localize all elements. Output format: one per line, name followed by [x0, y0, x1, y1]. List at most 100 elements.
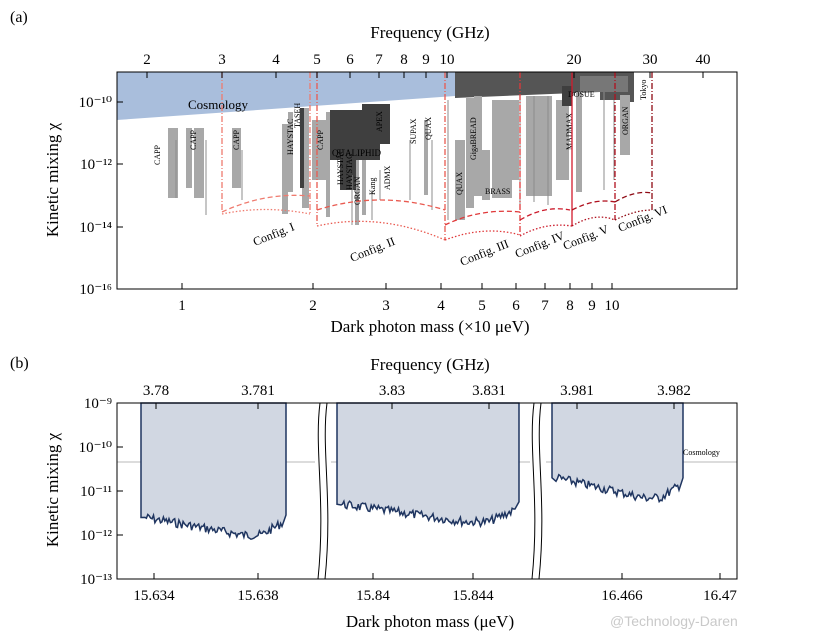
a-top-tick: 40 — [696, 52, 711, 68]
panel-b-label: (b) — [10, 355, 29, 372]
config-curves — [221, 72, 653, 241]
a-bottom-tick: 7 — [541, 298, 549, 314]
exclusion-segment-3 — [551, 402, 684, 504]
a-y-tick: 10⁻¹⁰ — [79, 95, 112, 111]
b-bottom-tick: 15.844 — [452, 588, 494, 604]
tokyo-region — [628, 72, 634, 102]
experiment-labels: CAPP CAPP CAPP TASEH HAYSTAC CAPP HAYSTA… — [153, 80, 648, 205]
b-top-tick: 3.781 — [241, 383, 275, 399]
b-y-tick: 10⁻⁹ — [84, 396, 112, 412]
panel-a-top-tick-labels: 2 3 4 5 6 7 8 9 10 20 30 40 — [143, 52, 710, 68]
panel-a-frame — [116, 71, 738, 290]
a-top-tick: 30 — [643, 52, 658, 68]
config-6-curve — [614, 72, 653, 221]
exp-label-apex: APEX — [375, 111, 384, 132]
a-y-tick: 10⁻¹⁶ — [79, 282, 112, 298]
exp-label-organ-1: ORGAN — [353, 176, 362, 205]
panel-a-bottom-tick-labels: 1 2 3 4 5 6 7 8 9 10 — [178, 298, 619, 314]
exp-label-capp-4: CAPP — [316, 129, 325, 150]
exp-label-capp-1: CAPP — [153, 144, 162, 165]
a-bottom-tick: 6 — [512, 298, 520, 314]
panel-a-label: (a) — [10, 9, 28, 26]
dosue-inner-region — [580, 76, 628, 92]
b-bottom-tick: 15.638 — [237, 588, 278, 604]
a-bottom-tick: 2 — [309, 298, 317, 314]
panel-b-top-axis-label: Frequency (GHz) — [370, 355, 489, 374]
exp-label-qualiphid: QUALIPHID — [332, 148, 381, 158]
config-1-label: Config. I — [251, 220, 296, 249]
panel-a-plot: CAPP CAPP CAPP TASEH HAYSTAC CAPP HAYSTA… — [117, 72, 669, 269]
b-bottom-tick: 15.84 — [356, 588, 390, 604]
b-top-tick: 3.982 — [657, 383, 691, 399]
panel-a-top-axis-label: Frequency (GHz) — [370, 23, 489, 42]
config-6-label: Config. VI — [616, 202, 669, 234]
a-top-tick: 7 — [375, 52, 383, 68]
exp-label-brass: BRASS — [485, 187, 510, 196]
a-bottom-tick: 8 — [566, 298, 574, 314]
a-top-tick: 10 — [440, 52, 455, 68]
a-bottom-tick: 4 — [437, 298, 445, 314]
exp-label-capp-2: CAPP — [189, 129, 198, 150]
a-y-tick: 10⁻¹² — [80, 157, 112, 173]
exp-label-dosue: DOSUE — [568, 90, 595, 99]
exp-label-madmax: MADMAX — [565, 112, 574, 150]
config-5-label: Config. V — [561, 222, 611, 253]
watermark: @Technology-Daren — [610, 613, 738, 629]
a-bottom-tick: 9 — [588, 298, 596, 314]
config-4-curve — [519, 72, 573, 237]
b-top-tick: 3.78 — [143, 383, 169, 399]
b-top-tick: 3.981 — [560, 383, 594, 399]
panel-b-cosmology-label: Cosmology — [683, 448, 720, 457]
panel-b-y-axis-label: Kinetic mixing χ — [43, 432, 62, 547]
exclusion-strips — [168, 92, 630, 225]
axis-breaks — [117, 402, 737, 580]
dark-exclusion-strips — [300, 86, 572, 190]
exp-label-supax: SUPAX — [409, 118, 418, 144]
a-bottom-tick: 1 — [178, 298, 186, 314]
exp-label-gigabread: GigaBREAD — [469, 117, 478, 160]
b-top-tick: 3.831 — [472, 383, 506, 399]
a-top-tick: 6 — [346, 52, 354, 68]
a-top-tick: 4 — [272, 52, 280, 68]
config-1-curve — [221, 72, 311, 215]
config-2-label: Config. II — [348, 234, 397, 265]
a-top-tick: 2 — [143, 52, 151, 68]
panel-a-ticks — [117, 72, 704, 290]
exp-label-quax-1: QUAX — [424, 117, 433, 140]
a-top-tick: 5 — [313, 52, 321, 68]
panel-b-ticks — [117, 402, 721, 580]
exp-label-haystac-2: HAYSTAC — [336, 149, 345, 185]
panel-a-y-axis-label: Kinetic mixing χ — [43, 122, 62, 237]
panel-b-top-tick-labels: 3.78 3.781 3.83 3.831 3.981 3.982 — [143, 383, 691, 399]
exp-label-kang: Kang — [368, 178, 377, 195]
a-bottom-tick: 5 — [478, 298, 486, 314]
exp-label-haystac-3: HAYSTAC — [345, 154, 354, 190]
a-y-tick: 10⁻¹⁴ — [79, 220, 112, 236]
exp-label-tokyo: Tokyo — [639, 80, 648, 100]
panel-a-x-axis-label: Dark photon mass (×10 μeV) — [330, 317, 529, 336]
b-top-tick: 3.83 — [379, 383, 405, 399]
config-3-label: Config. III — [458, 237, 511, 269]
config-4-label: Config. IV — [513, 228, 567, 261]
b-y-tick: 10⁻¹³ — [80, 572, 112, 588]
a-bottom-tick: 10 — [605, 298, 620, 314]
b-bottom-tick: 16.47 — [703, 588, 737, 604]
exp-label-taseh: TASEH — [293, 103, 302, 128]
panel-b-x-axis-label: Dark photon mass (μeV) — [346, 612, 514, 631]
a-top-tick: 9 — [422, 52, 430, 68]
b-bottom-tick: 15.634 — [133, 588, 175, 604]
b-y-tick: 10⁻¹¹ — [80, 484, 112, 500]
a-top-tick: 20 — [567, 52, 582, 68]
cosmology-region — [117, 72, 455, 120]
exclusion-segment-1 — [140, 402, 287, 541]
b-bottom-tick: 16.466 — [601, 588, 643, 604]
exp-label-organ-2: ORGAN — [621, 106, 630, 135]
a-bottom-tick: 3 — [382, 298, 390, 314]
a-top-tick: 8 — [400, 52, 408, 68]
panel-b-plot: Cosmology — [117, 402, 737, 541]
config-5-curve — [571, 72, 616, 227]
panel-b-y-tick-labels: 10⁻⁹ 10⁻¹⁰ 10⁻¹¹ 10⁻¹² 10⁻¹³ — [79, 396, 113, 588]
b-y-tick: 10⁻¹⁰ — [79, 440, 112, 456]
exp-label-quax-2: QUAX — [455, 172, 464, 195]
